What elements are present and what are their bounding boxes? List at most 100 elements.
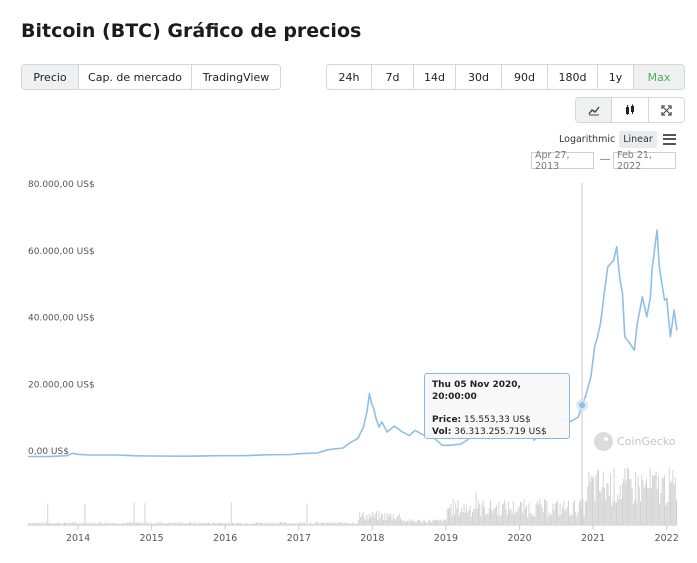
linear-option[interactable]: Linear <box>619 130 657 148</box>
volume-bar <box>374 513 376 525</box>
volume-bar <box>470 516 472 525</box>
range-90d[interactable]: 90d <box>502 65 548 89</box>
tab-precio[interactable]: Precio <box>22 65 79 89</box>
volume-bar <box>352 523 353 525</box>
volume-bar <box>410 519 412 525</box>
volume-bar <box>354 523 356 525</box>
volume-bar <box>281 522 283 525</box>
volume-bar <box>407 520 409 525</box>
volume-bar <box>653 476 655 525</box>
volume-bar <box>530 512 532 525</box>
volume-bar <box>144 503 146 525</box>
range-max[interactable]: Max <box>634 65 684 89</box>
volume-bar <box>398 513 400 525</box>
volume-bar <box>554 503 556 525</box>
volume-bar <box>391 519 393 525</box>
volume-bar <box>394 519 395 525</box>
volume-bar <box>587 486 589 525</box>
volume-bar <box>130 522 131 525</box>
volume-bar <box>88 523 89 525</box>
volume-bar <box>527 516 529 525</box>
tab-cap-de-mercado[interactable]: Cap. de mercado <box>79 65 192 89</box>
volume-bar <box>370 517 371 525</box>
volume-bar <box>649 468 651 525</box>
volume-bar <box>235 522 237 525</box>
volume-bar <box>76 522 77 525</box>
volume-bar <box>422 520 424 525</box>
volume-bar <box>384 513 386 525</box>
volume-bar <box>569 515 571 525</box>
view-tabs: Precio Cap. de mercado TradingView <box>21 64 281 90</box>
volume-bar <box>148 523 149 525</box>
range-1y[interactable]: 1y <box>598 65 634 89</box>
volume-bar <box>187 523 189 525</box>
tooltip-vol-label: Vol: <box>432 427 452 438</box>
volume-bar <box>546 501 548 525</box>
volume-bar <box>200 522 202 525</box>
range-180d[interactable]: 180d <box>548 65 598 89</box>
volume-bar <box>334 522 335 525</box>
volume-bar <box>385 519 387 525</box>
tooltip-price-value: 15.553,33 US$ <box>464 415 531 426</box>
volume-bar <box>541 507 543 525</box>
price-chart[interactable]: 0,00 US$ 20.000,00 US$ 40.000,00 US$ 60.000… <box>0 175 697 563</box>
volume-bar <box>120 523 122 525</box>
volume-bar <box>577 512 579 525</box>
volume-bar <box>511 512 513 525</box>
volume-bar <box>241 524 243 525</box>
volume-bar <box>646 478 647 525</box>
range-30d[interactable]: 30d <box>456 65 502 89</box>
volume-bar <box>484 507 485 525</box>
volume-bar <box>238 523 239 525</box>
volume-bar <box>499 516 501 525</box>
watermark-text: CoinGecko <box>617 435 676 448</box>
range-24h[interactable]: 24h <box>327 65 372 89</box>
volume-bar <box>79 522 81 525</box>
volume-bar <box>529 513 531 525</box>
volume-bar <box>536 501 538 525</box>
volume-bar <box>445 520 447 525</box>
volume-bar <box>306 503 308 525</box>
line-chart-button[interactable] <box>576 98 613 122</box>
volume-bar <box>553 510 555 525</box>
volume-bar <box>578 502 580 525</box>
volume-bar <box>582 499 584 525</box>
volume-bar <box>547 516 549 525</box>
volume-bar <box>149 523 151 525</box>
volume-bar <box>449 508 451 525</box>
range-14d[interactable]: 14d <box>414 65 456 89</box>
volume-bar <box>448 508 449 525</box>
date-to-input[interactable]: Feb 21, 2022 <box>613 150 676 172</box>
menu-icon[interactable] <box>662 133 676 145</box>
date-from-input[interactable]: Apr 27, 2013 <box>531 150 594 172</box>
volume-bar <box>589 481 591 525</box>
logarithmic-option[interactable]: Logarithmic <box>559 133 616 145</box>
volume-bar <box>278 522 280 525</box>
volume-bar <box>466 504 467 525</box>
volume-bar <box>518 506 520 525</box>
volume-bar <box>73 522 75 525</box>
volume-bar <box>625 481 627 525</box>
volume-bar <box>412 521 413 525</box>
volume-bar <box>610 473 611 525</box>
line-chart-icon <box>588 106 600 115</box>
volume-bar <box>67 523 69 525</box>
volume-bar <box>552 503 554 525</box>
fullscreen-button[interactable] <box>649 98 684 122</box>
coingecko-watermark: CoinGecko <box>594 432 676 451</box>
volume-bar <box>196 522 197 525</box>
y-tick-label: 80.000,00 US$ <box>28 180 95 190</box>
volume-bar <box>112 523 113 525</box>
volume-bar <box>457 499 459 525</box>
range-7d[interactable]: 7d <box>372 65 414 89</box>
volume-bar <box>55 523 57 525</box>
volume-bar <box>528 503 530 525</box>
volume-bar <box>250 523 251 525</box>
x-tick-label: 2021 <box>581 533 605 544</box>
volume-bar <box>486 513 488 525</box>
volume-bar <box>43 522 45 525</box>
volume-bar <box>62 522 64 525</box>
candlestick-button[interactable] <box>612 98 649 122</box>
volume-bar <box>150 522 152 525</box>
tab-tradingview[interactable]: TradingView <box>202 70 270 84</box>
